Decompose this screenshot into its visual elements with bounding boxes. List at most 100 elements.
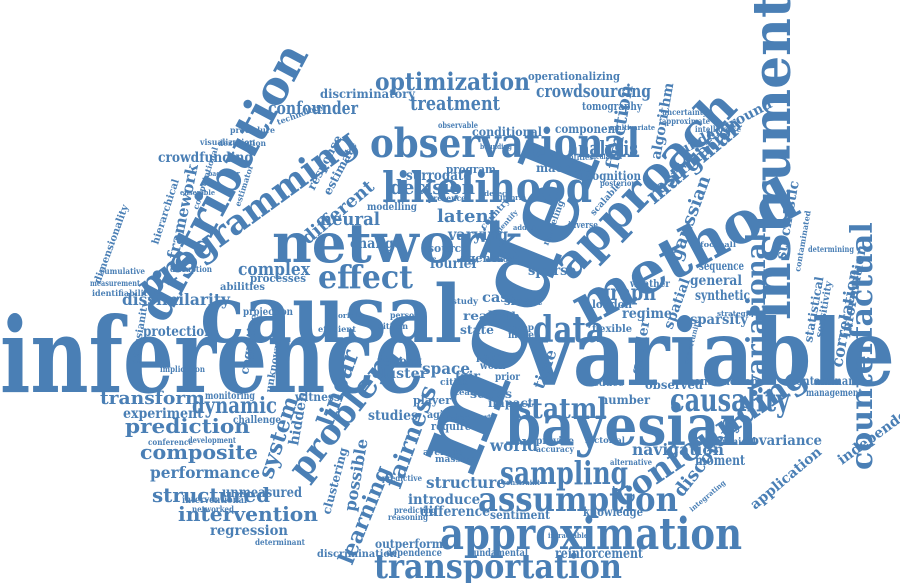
- word-change: change: [350, 236, 402, 252]
- word-dynamic: dynamic: [192, 393, 277, 419]
- word-space: space: [422, 359, 470, 378]
- word-pain: pain: [476, 352, 502, 363]
- word-accuracy: accuracy: [536, 444, 574, 454]
- word-impact: impact: [488, 396, 533, 410]
- word-causality: causality: [670, 381, 791, 419]
- word-flexible: flexible: [592, 324, 632, 335]
- word-regime: regime: [622, 306, 672, 322]
- word-measurement: measurement: [90, 278, 140, 288]
- word-procedure: procedure: [230, 125, 275, 135]
- word-destination: destination: [218, 138, 266, 148]
- word-world: world: [489, 436, 538, 455]
- word-inverse: inverse: [568, 221, 598, 231]
- word-multivariate: multivariate: [610, 123, 655, 132]
- word-crowdsourcing: crowdsourcing: [536, 81, 651, 102]
- word-inform: inform: [500, 193, 527, 202]
- word-studies: studies: [368, 408, 418, 424]
- word-cognition: cognition: [586, 169, 641, 183]
- word-constraint: constraint: [502, 478, 541, 487]
- word-mediation: mediation: [590, 152, 622, 161]
- word-intervention: intervention: [178, 502, 318, 526]
- word-reasoning: reasoning: [388, 512, 428, 522]
- word-analysis: analysis: [568, 136, 638, 160]
- word-challenge: challenge: [233, 415, 281, 426]
- word-observed: observed: [645, 378, 704, 392]
- word-assumption: assumption: [478, 480, 678, 520]
- word-monitoring: monitoring: [205, 391, 255, 402]
- word-factorial: factorial: [585, 435, 625, 445]
- word-variational: variational: [742, 233, 772, 391]
- word-networked: networked: [192, 504, 234, 514]
- word-weather: weather: [629, 279, 671, 290]
- word-varying: varying: [447, 225, 508, 244]
- word-sentiment: sentiment: [490, 508, 550, 522]
- word-transportation: transportation: [374, 547, 622, 583]
- word-cumulative: cumulative: [100, 266, 145, 276]
- word-application: application: [747, 444, 825, 513]
- word-provide: provide: [536, 436, 574, 447]
- word-state: state: [460, 323, 494, 337]
- word-shock: shock: [493, 254, 518, 264]
- word-knowledge: knowledge: [583, 505, 643, 519]
- word-general: general: [690, 273, 742, 289]
- word-alternative: alternative: [610, 457, 652, 467]
- word-development: development: [188, 435, 236, 445]
- word-predicting: predicting: [394, 505, 436, 515]
- word-require: require: [431, 420, 471, 433]
- word-inference: inference: [0, 294, 425, 417]
- word-recent: recent: [377, 354, 422, 370]
- word-visualization: visualization: [199, 137, 255, 147]
- word-covariance: covariance: [742, 433, 822, 449]
- word-deep: deep: [510, 322, 534, 332]
- word-contaminant: contaminant: [790, 374, 860, 388]
- word-causal: causal: [200, 267, 462, 361]
- word-fair: fair: [455, 369, 481, 383]
- word-network: network: [272, 211, 524, 275]
- word-machine: machine: [536, 161, 591, 175]
- word-surrogate: surrogate: [406, 168, 471, 184]
- word-conditional: conditional: [472, 125, 542, 139]
- word-disruption: disruption: [170, 264, 212, 274]
- word-witness: witness: [294, 390, 340, 404]
- word-citizen: citizen: [378, 321, 408, 331]
- word-management: management: [806, 388, 862, 399]
- word-study: study: [452, 296, 478, 306]
- word-interventional: interventional: [182, 495, 247, 506]
- word-efficient: efficient: [318, 324, 356, 334]
- word-smart: smart: [504, 294, 542, 308]
- word-statml: statml: [517, 392, 607, 425]
- word-optimization: optimization: [375, 67, 530, 96]
- word-quantities: quantities: [555, 152, 593, 162]
- word-fundamental: fundamental: [470, 548, 528, 559]
- word-outperform: outperform: [375, 537, 443, 551]
- word-moment: moment: [695, 453, 745, 469]
- word-cluster: cluster: [372, 366, 428, 382]
- word-identifiability: identifiability: [92, 288, 152, 298]
- word-person: person: [390, 310, 420, 320]
- word-neural: neural: [320, 209, 380, 230]
- word-player: player: [413, 394, 451, 407]
- word-uncertainty: uncertainty: [662, 107, 707, 117]
- word-dissimilarity: dissimilarity: [122, 290, 231, 309]
- word-predictive: predictive: [382, 473, 422, 483]
- word-conference: conference: [148, 437, 193, 447]
- word-discriminatory: discriminatory: [320, 87, 416, 101]
- word-case: case: [482, 290, 518, 306]
- word-path: path: [490, 310, 520, 323]
- word-origin: origin: [338, 311, 363, 320]
- word-program: program: [446, 163, 496, 176]
- word-sparsity: sparsity: [690, 312, 749, 328]
- word-massive: massive: [435, 455, 475, 465]
- word-additive: additive: [513, 223, 544, 232]
- word-bounding: bounding: [480, 142, 512, 151]
- word-tomography: tomography: [582, 100, 642, 113]
- word-strategies: strategies: [717, 309, 757, 318]
- word-observational: observational: [370, 120, 640, 167]
- word-projection: projection: [243, 307, 294, 318]
- word-introduce: introduce: [408, 492, 480, 508]
- word-counterfactual: counterfactual: [845, 222, 880, 470]
- word-work: work: [479, 361, 506, 372]
- word-abilities: abilities: [220, 282, 265, 293]
